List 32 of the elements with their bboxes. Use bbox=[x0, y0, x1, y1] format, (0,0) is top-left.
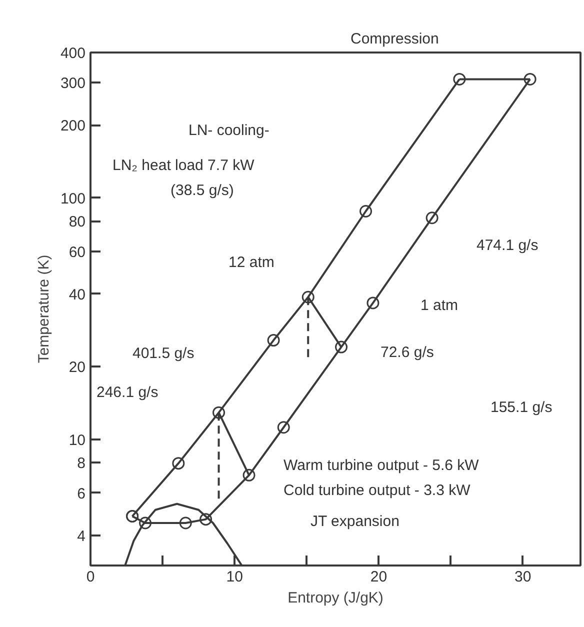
y-tick-label: 60 bbox=[68, 244, 86, 261]
x-tick-label: 20 bbox=[370, 568, 388, 586]
x-axis-title: Entropy (J/gK) bbox=[288, 590, 384, 606]
annotation: LN- cooling- bbox=[188, 122, 270, 139]
y-tick-label: 6 bbox=[77, 485, 86, 502]
y-tick-label: 100 bbox=[60, 190, 86, 208]
annotation: 12 atm bbox=[228, 254, 274, 271]
y-tick-label: 300 bbox=[60, 75, 86, 92]
annotation: (38.5 g/s) bbox=[170, 182, 234, 199]
y-axis-title: Temperature (K) bbox=[35, 254, 52, 364]
annotation: LN₂ heat load 7.7 kW bbox=[112, 157, 256, 174]
y-tick-label: 10 bbox=[68, 432, 86, 449]
text: Compression bbox=[350, 30, 439, 48]
x-tick-label: 0 bbox=[86, 568, 95, 586]
y-tick-label: 8 bbox=[77, 455, 86, 472]
annotation: 246.1 g/s bbox=[96, 384, 158, 401]
y-tick-label: 40 bbox=[68, 286, 86, 304]
annotation: Cold turbine output - 3.3 kW bbox=[284, 482, 472, 499]
y-tick-label: 400 bbox=[60, 45, 86, 62]
y-tick-label: 200 bbox=[60, 118, 86, 135]
annotation: 72.6 g/s bbox=[380, 344, 434, 361]
y-tick-label: 80 bbox=[68, 214, 86, 231]
annotation: Warm turbine output - 5.6 kW bbox=[284, 457, 480, 474]
annotation: 155.1 g/s bbox=[490, 399, 552, 416]
annotation: JT expansion bbox=[310, 513, 400, 530]
annotation: 401.5 g/s bbox=[132, 345, 194, 362]
x-tick-label: 30 bbox=[514, 568, 532, 586]
y-tick-label: 4 bbox=[77, 528, 86, 545]
annotation: 474.1 g/s bbox=[476, 237, 538, 254]
annotation: 1 atm bbox=[420, 297, 458, 314]
y-tick-label: 20 bbox=[68, 359, 86, 376]
x-tick-label: 10 bbox=[226, 568, 243, 586]
